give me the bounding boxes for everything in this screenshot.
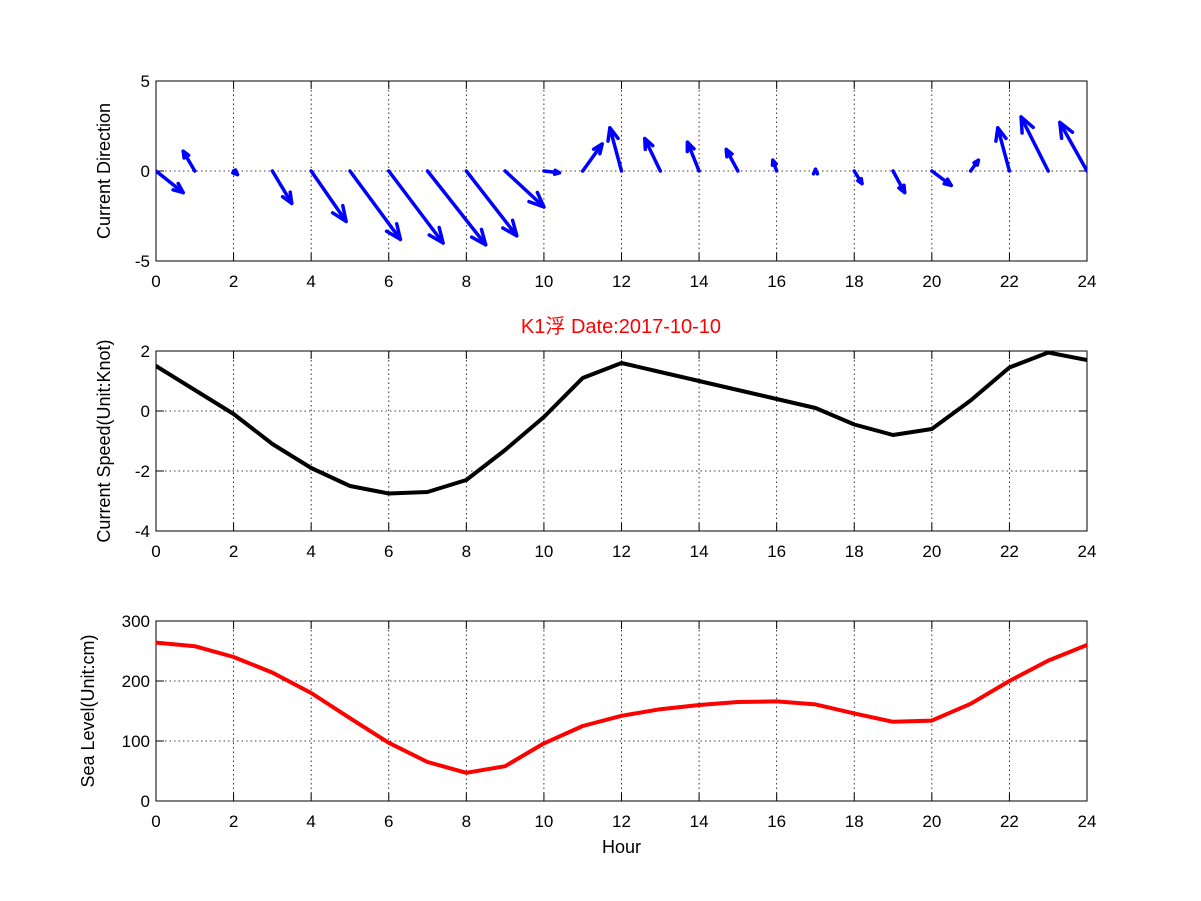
current-arrow [891,169,907,195]
x-tick-label: 2 [229,272,238,291]
x-tick-label: 16 [767,272,786,291]
y-tick-label: 0 [141,402,150,421]
x-tick-label: 4 [306,812,315,831]
x-tick-label: 18 [845,542,864,561]
current-arrow [852,169,864,186]
x-tick-label: 12 [612,542,631,561]
x-tick-label: 22 [1000,812,1019,831]
current-arrow [643,136,663,173]
current-arrow [606,126,624,173]
current-arrow [503,169,546,209]
current-arrow [464,169,519,238]
x-tick-label: 24 [1078,812,1097,831]
x-tick-label: 12 [612,272,631,291]
plot-area [156,640,1087,775]
x-tick-label: 8 [462,272,471,291]
x-tick-label: 0 [151,272,160,291]
x-tick-label: 14 [690,542,709,561]
y-tick-label: 5 [141,72,150,91]
current-arrow [309,169,348,224]
x-tick-label: 10 [534,542,553,561]
y-tick-label: -4 [135,522,150,541]
current-arrow [348,169,403,242]
x-tick-label: 4 [306,542,315,561]
x-tick-label: 14 [690,812,709,831]
y-tick-label: -2 [135,462,150,481]
x-tick-label: 2 [229,812,238,831]
y-tick-label: 0 [141,162,150,181]
y-axis-label: Sea Level(Unit:cm) [78,634,98,787]
chart-title: K1浮 Date:2017-10-10 [521,315,721,338]
current-arrow [425,169,488,247]
current-arrow [181,149,197,173]
x-tick-label: 16 [767,812,786,831]
x-tick-label: 8 [462,812,471,831]
x-tick-label: 22 [1000,272,1019,291]
x-tick-label: 0 [151,542,160,561]
x-tick-label: 4 [306,272,315,291]
y-axis-label: Current Speed(Unit:Knot) [94,339,114,542]
x-tick-label: 18 [845,272,864,291]
current-arrow [994,126,1012,173]
x-tick-label: 12 [612,812,631,831]
current-arrow [231,168,240,177]
y-tick-label: 100 [122,732,150,751]
plot-area [156,351,1087,496]
current-arrow [1058,120,1087,173]
series-line [156,640,1087,775]
current-arrow [685,140,701,173]
x-tick-label: 20 [922,272,941,291]
x-tick-label: 20 [922,542,941,561]
current-arrow [1019,115,1050,173]
x-tick-label: 10 [534,812,553,831]
x-tick-label: 24 [1078,542,1097,561]
x-tick-label: 16 [767,542,786,561]
series-line [156,351,1087,496]
plot-area [156,115,1087,247]
current-arrow [580,142,604,173]
y-tick-label: 200 [122,672,150,691]
x-tick-label: 22 [1000,542,1019,561]
x-tick-label: 24 [1078,272,1097,291]
x-tick-label: 6 [384,272,393,291]
x-tick-label: 14 [690,272,709,291]
current-arrow [930,169,953,188]
y-tick-label: 300 [122,612,150,631]
y-tick-label: 2 [141,342,150,361]
y-tick-label: 0 [141,792,150,811]
x-tick-label: 20 [922,812,941,831]
x-tick-label: 10 [534,272,553,291]
x-tick-label: 8 [462,542,471,561]
y-tick-label: -5 [135,252,150,271]
x-tick-label: 2 [229,542,238,561]
current-arrow [811,167,820,176]
x-tick-label: 6 [384,812,393,831]
x-axis-label: Hour [602,837,641,857]
current-arrow [770,158,779,173]
current-arrow [542,168,562,176]
current-arrow [968,158,981,173]
x-tick-label: 0 [151,812,160,831]
current-arrow [724,147,740,173]
x-tick-label: 18 [845,812,864,831]
current-arrow [270,169,294,206]
y-axis-label: Current Direction [94,103,114,239]
x-tick-label: 6 [384,542,393,561]
current-arrow [387,169,445,245]
current-arrow [156,169,185,195]
